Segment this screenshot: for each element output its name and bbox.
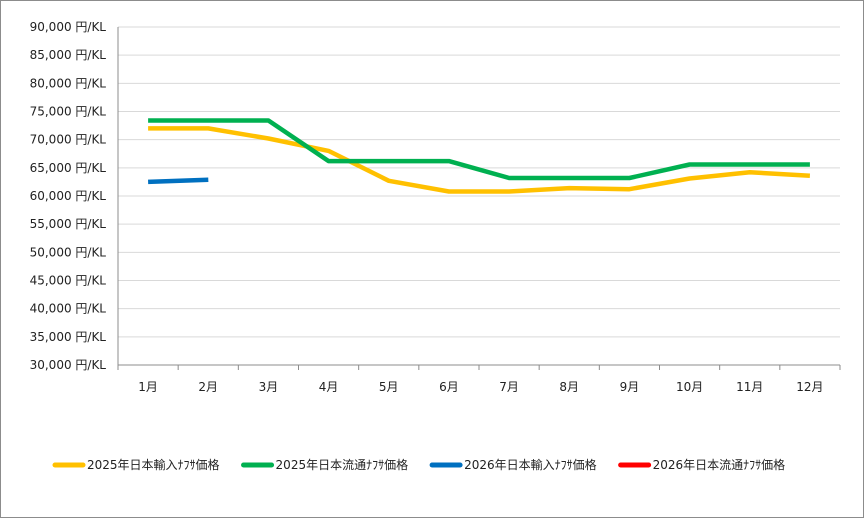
gridlines (118, 26, 840, 366)
series-line (148, 118, 810, 181)
x-tick-label: 8月 (559, 380, 579, 394)
x-tick-label: 6月 (439, 380, 459, 394)
y-tick-label: 40,000 円/KL (30, 302, 107, 316)
x-axis: 1月 2月 3月 4月 5月 6月 7月 8月 9月 10月 11月 12月 (117, 27, 841, 394)
y-tick-label: 60,000 円/KL (30, 189, 107, 203)
x-tick-label: 4月 (319, 380, 339, 394)
x-tick-label: 9月 (620, 380, 640, 394)
y-tick-label: 85,000 円/KL (30, 48, 107, 62)
legend-label: 2026年日本輸入ﾅﾌｻ価格 (464, 457, 597, 472)
x-tick-label: 11月 (736, 380, 763, 394)
x-tick-label: 2月 (198, 380, 218, 394)
y-tick-label: 45,000 円/KL (30, 274, 107, 288)
legend-label: 2026年日本流通ﾅﾌｻ価格 (653, 457, 786, 472)
y-tick-label: 70,000 円/KL (30, 133, 107, 147)
legend-label: 2025年日本流通ﾅﾌｻ価格 (276, 457, 409, 472)
x-tick-label: 7月 (499, 380, 519, 394)
x-tick-label: 3月 (259, 380, 279, 394)
y-tick-label: 55,000 円/KL (30, 217, 107, 231)
x-tick-label: 5月 (379, 380, 399, 394)
y-tick-label: 80,000 円/KL (30, 76, 107, 90)
x-tick-label: 12月 (796, 380, 823, 394)
x-tick-label: 1月 (138, 380, 158, 394)
y-tick-label: 30,000 円/KL (30, 358, 107, 372)
series-line (148, 126, 811, 194)
x-tick-label: 10月 (676, 380, 703, 394)
legend-label: 2025年日本輸入ﾅﾌｻ価格 (87, 457, 220, 472)
series-line (148, 177, 209, 185)
legend: 2025年日本輸入ﾅﾌｻ価格 2025年日本流通ﾅﾌｻ価格 2026年日本輸入ﾅﾌｻ… (52, 457, 786, 472)
y-axis-tick-labels: 90,000 円/KL 85,000 円/KL 80,000 円/KL 75,000 … (30, 20, 107, 372)
y-tick-label: 35,000 円/KL (30, 330, 107, 344)
y-tick-label: 65,000 円/KL (30, 161, 107, 175)
y-tick-label: 50,000 円/KL (30, 245, 107, 259)
series-lines (148, 118, 811, 194)
y-tick-label: 90,000 円/KL (30, 20, 107, 34)
y-tick-label: 75,000 円/KL (30, 105, 107, 119)
